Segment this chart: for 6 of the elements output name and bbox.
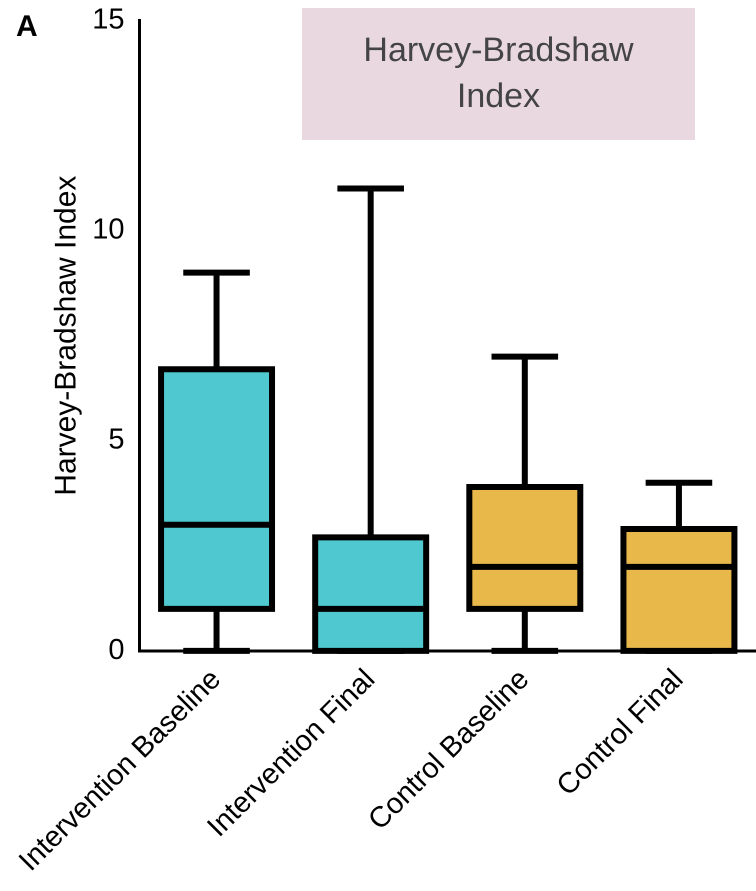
y-tick-label: 5 [108,424,124,456]
y-tick-label: 15 [92,3,124,36]
y-tick-label: 0 [108,634,124,666]
text: A [16,10,38,44]
y-tick-label: 10 [92,214,124,246]
y-axis-title: Harvey-Bradshaw Index [49,176,82,496]
